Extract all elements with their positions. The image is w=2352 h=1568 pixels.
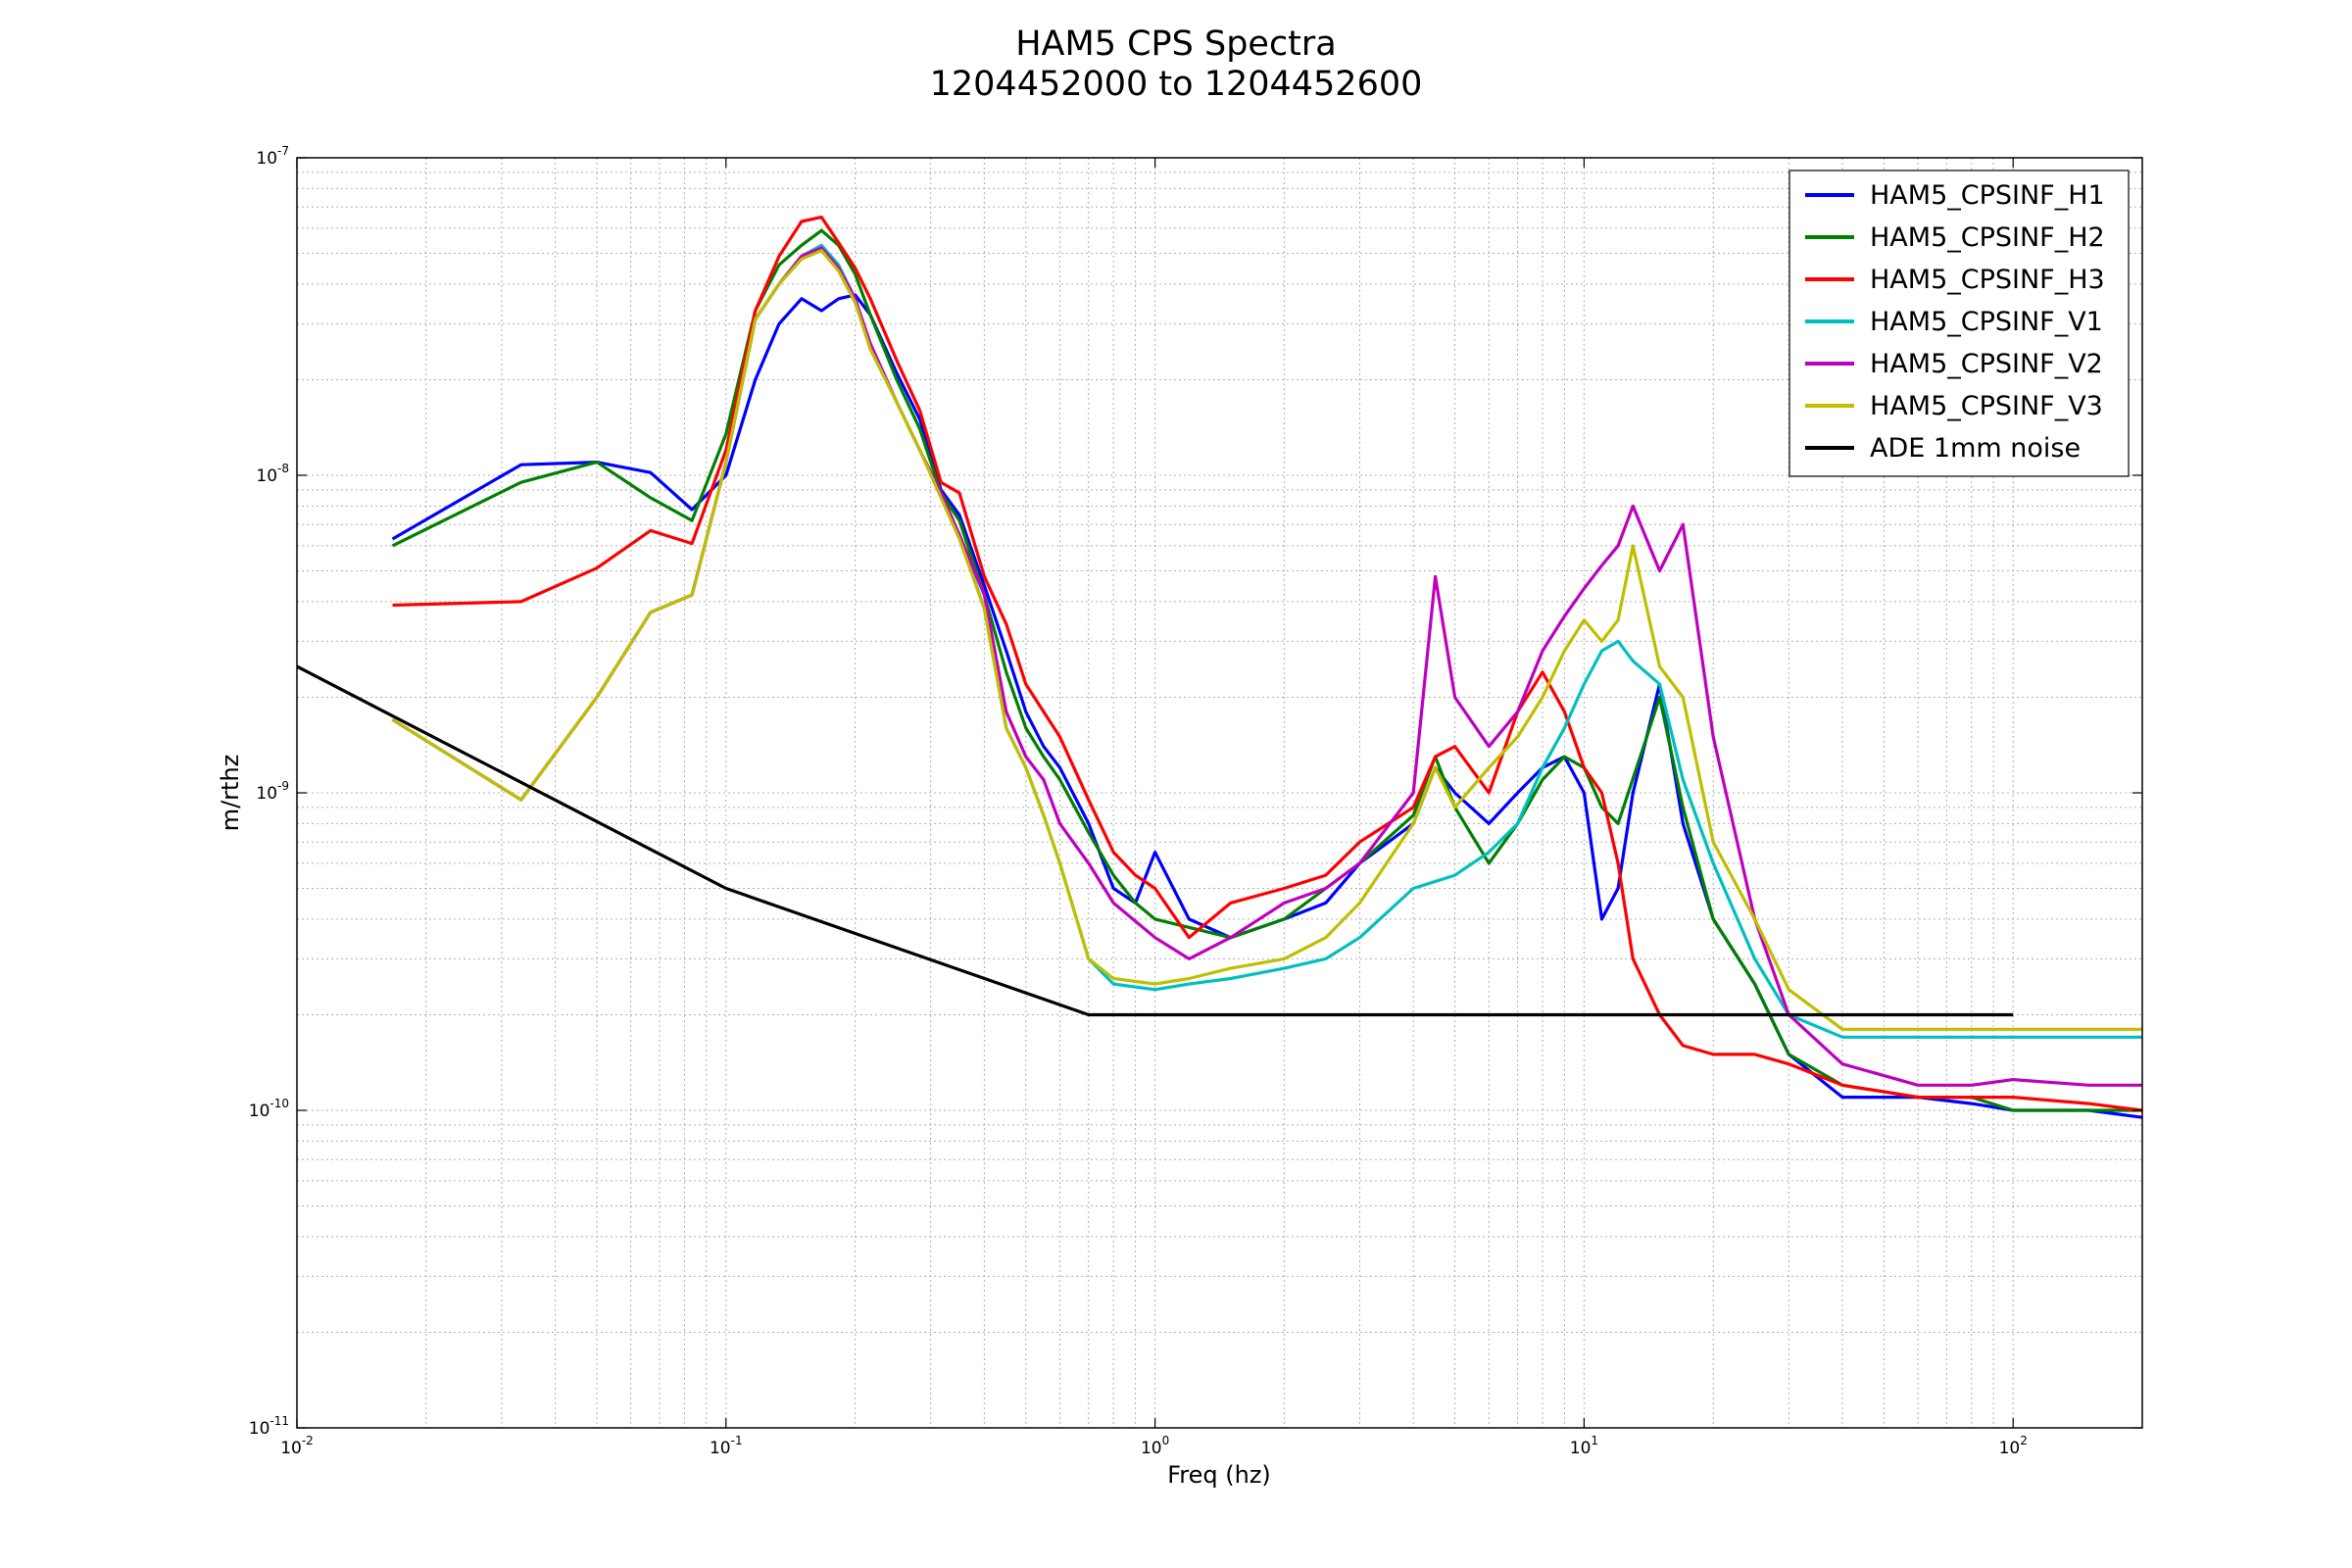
x-tick-label: 10-2 (280, 1434, 314, 1458)
x-tick-label: 10-1 (710, 1434, 743, 1458)
chart-title: HAM5 CPS Spectra (1015, 24, 1337, 64)
legend-label: HAM5_CPSINF_H2 (1870, 222, 2105, 253)
x-tick-label: 102 (1999, 1434, 2028, 1458)
y-tick-label: 10-10 (249, 1097, 289, 1121)
y-tick-label: 10-8 (256, 462, 289, 486)
legend-label: HAM5_CPSINF_V2 (1870, 349, 2103, 379)
series-line-1 (391, 293, 2142, 1119)
y-tick-label: 10-9 (256, 779, 289, 804)
legend-label: HAM5_CPSINF_V1 (1870, 307, 2103, 337)
legend: HAM5_CPSINF_H1 HAM5_CPSINF_H2 HAM5_CPSINF_… (1788, 170, 2130, 477)
series-line-6 (391, 249, 2142, 1031)
legend-label: HAM5_CPSINF_V3 (1870, 391, 2103, 421)
legend-label: HAM5_CPSINF_H3 (1870, 265, 2105, 295)
axis-ticks: 10-2 10-1 100 101 102 10-11 10-10 10-9 10-8 10-7 (249, 144, 2142, 1458)
series-line-7 (297, 664, 2014, 1017)
x-axis-label: Freq (hz) (1167, 1461, 1271, 1489)
y-axis-label: m/rthz (217, 755, 244, 832)
legend-label: HAM5_CPSINF_H1 (1870, 180, 2105, 211)
series-group (297, 216, 2142, 1119)
series-line-2 (391, 228, 2142, 1112)
y-tick-label: 10-7 (256, 144, 289, 169)
series-line-5 (391, 246, 2142, 1087)
legend-label: ADE 1mm noise (1870, 433, 2081, 464)
x-tick-label: 100 (1141, 1434, 1169, 1458)
y-tick-label: 10-11 (249, 1414, 289, 1439)
chart-subtitle: 1204452000 to 1204452600 (929, 65, 1423, 104)
x-tick-label: 101 (1570, 1434, 1598, 1458)
series-line-3 (392, 216, 2142, 1112)
